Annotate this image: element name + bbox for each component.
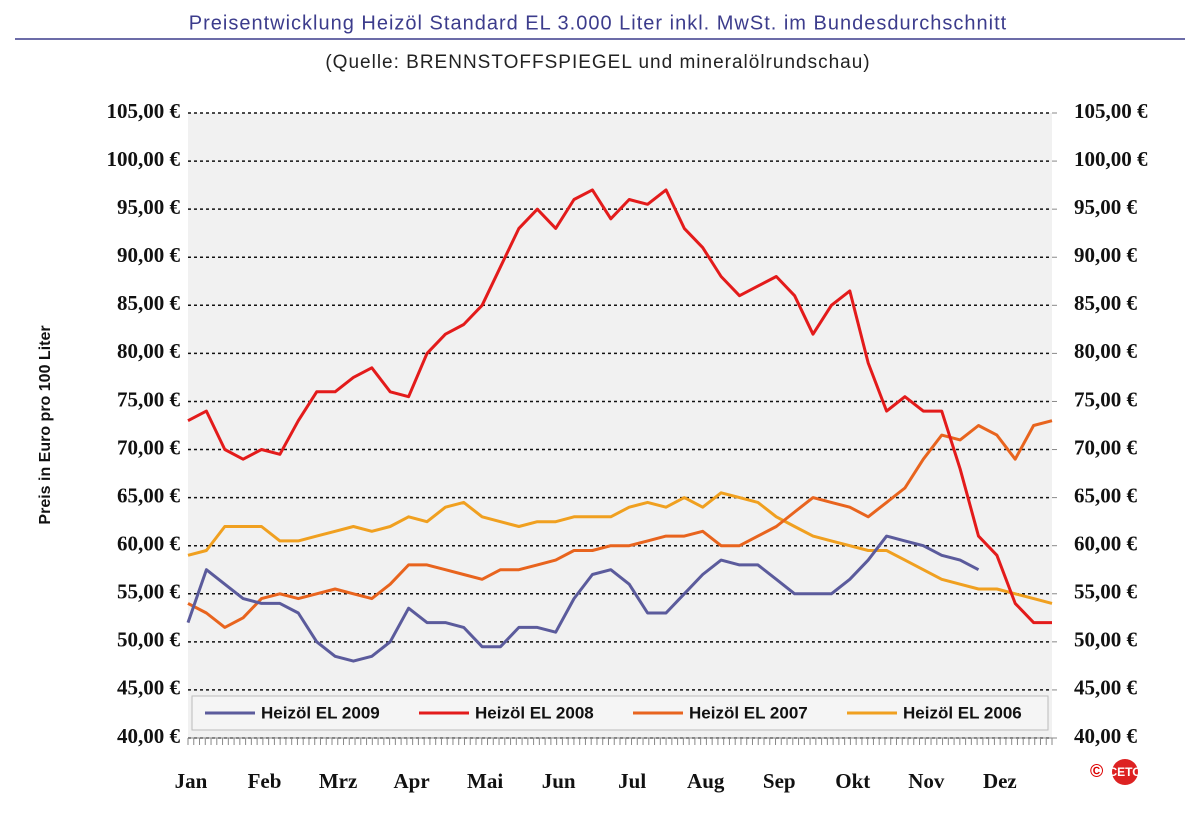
y-tick-label: 65,00 €: [117, 483, 181, 507]
y2-tick-label: 75,00 €: [1074, 387, 1138, 411]
legend-label: Heizöl EL 2008: [475, 703, 594, 722]
x-tick-label: Aug: [687, 769, 725, 793]
y2-tick-label: 70,00 €: [1074, 435, 1138, 459]
x-tick-label: Jul: [618, 769, 646, 793]
copyright: ©: [1090, 761, 1103, 781]
y2-tick-label: 80,00 €: [1074, 339, 1138, 363]
y-tick-label: 55,00 €: [117, 580, 181, 604]
plot-area: [188, 113, 1052, 738]
series-line: [187, 419, 1053, 629]
y-tick-label: 85,00 €: [117, 291, 181, 315]
y-tick-label: 75,00 €: [117, 387, 181, 411]
y2-tick-label: 90,00 €: [1074, 243, 1138, 267]
x-tick-label: Mai: [467, 769, 503, 793]
y-tick-label: 40,00 €: [117, 724, 181, 748]
y2-tick-label: 45,00 €: [1074, 676, 1138, 700]
y2-tick-label: 95,00 €: [1074, 195, 1138, 219]
legend-label: Heizöl EL 2007: [689, 703, 808, 722]
x-tick-label: Jan: [175, 769, 208, 793]
y2-tick-label: 85,00 €: [1074, 291, 1138, 315]
y2-tick-label: 65,00 €: [1074, 483, 1138, 507]
x-tick-label: Feb: [248, 769, 282, 793]
y2-tick-label: 40,00 €: [1074, 724, 1138, 748]
series-line: [187, 491, 1053, 605]
logo: CETO: [1108, 765, 1141, 779]
x-tick-label: Nov: [908, 769, 945, 793]
chart-subtitle: (Quelle: BRENNSTOFFSPIEGEL und mineralöl…: [325, 52, 870, 73]
y2-tick-label: 105,00 €: [1074, 99, 1148, 123]
x-tick-label: Okt: [835, 769, 870, 793]
y-tick-label: 90,00 €: [117, 243, 181, 267]
y-tick-label: 50,00 €: [117, 628, 181, 652]
legend-label: Heizöl EL 2009: [261, 703, 380, 722]
y-tick-label: 70,00 €: [117, 435, 181, 459]
y-tick-label: 45,00 €: [117, 676, 181, 700]
y-tick-label: 60,00 €: [117, 532, 181, 556]
y-tick-label: 100,00 €: [107, 147, 181, 171]
legend-box: [191, 695, 1049, 731]
legend-label: Heizöl EL 2006: [903, 703, 1022, 722]
x-tick-label: Sep: [763, 769, 796, 793]
y2-tick-label: 60,00 €: [1074, 532, 1138, 556]
x-tick-label: Mrz: [319, 769, 357, 793]
y-tick-label: 80,00 €: [117, 339, 181, 363]
y2-tick-label: 50,00 €: [1074, 628, 1138, 652]
x-tick-label: Jun: [542, 769, 576, 793]
y2-tick-label: 100,00 €: [1074, 147, 1148, 171]
y-tick-label: 95,00 €: [117, 195, 181, 219]
chart-title: Preisentwicklung Heizöl Standard EL 3.00…: [189, 12, 1007, 34]
y-axis-label: Preis in Euro pro 100 Liter: [37, 325, 54, 524]
y-tick-label: 105,00 €: [107, 99, 181, 123]
series-line: [187, 188, 1052, 625]
x-tick-label: Apr: [394, 769, 430, 793]
logo-mark: [1112, 759, 1138, 785]
y2-tick-label: 55,00 €: [1074, 580, 1138, 604]
series-line: [186, 534, 980, 663]
x-tick-label: Dez: [983, 769, 1017, 793]
